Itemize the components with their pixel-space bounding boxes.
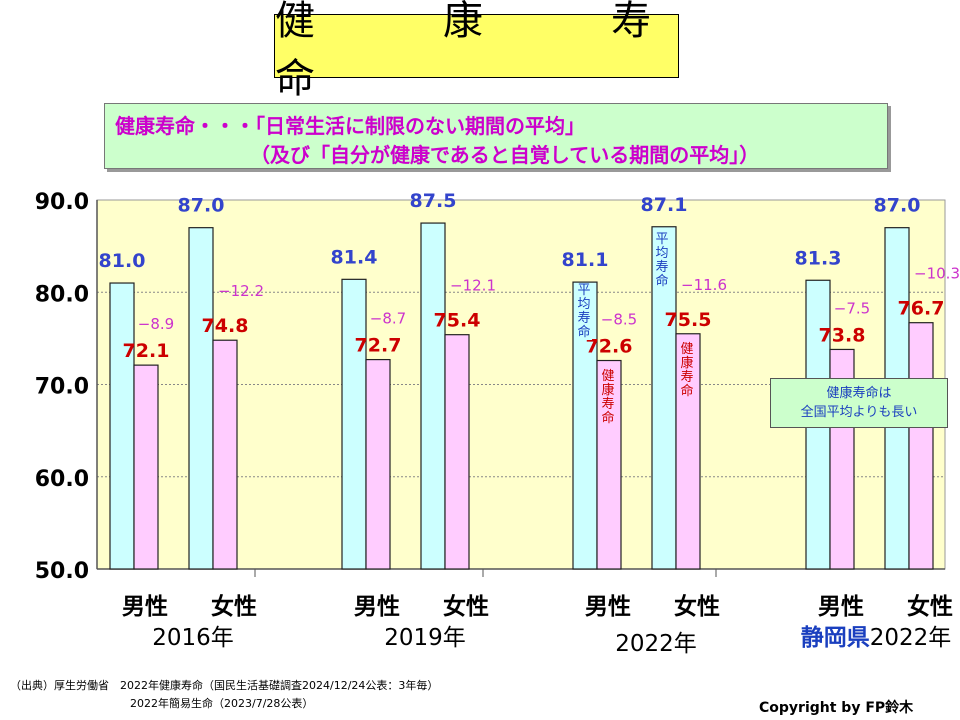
female-health-bar [908, 322, 934, 570]
note-line-2: 全国平均よりも長い [800, 405, 918, 420]
female-avg-value: 87.0 [874, 195, 921, 217]
female-diff-value: −10.3 [914, 265, 960, 283]
female-avg-value: 87.0 [178, 195, 225, 217]
y-tick-label: 60.0 [35, 467, 89, 492]
female-health-bar [212, 339, 238, 570]
y-tick-label: 90.0 [35, 190, 89, 215]
gender-label-female: 女性 [674, 593, 720, 620]
male-health-value: 72.6 [586, 336, 633, 358]
male-diff-value: −7.5 [834, 299, 870, 317]
chart-title-box: 健 康 寿 命 [274, 0, 735, 102]
male-health-bar [365, 358, 391, 570]
male-health-bar [133, 364, 159, 570]
copyright: Copyright by FP鈴木 [759, 700, 914, 716]
male-diff-value: −8.7 [370, 310, 406, 328]
male-avg-value: 81.0 [99, 250, 146, 272]
female-avg-value: 87.5 [410, 190, 457, 212]
female-health-bar [444, 334, 470, 570]
health-life-label-male: 健康寿命 [600, 369, 616, 426]
gender-label-male: 男性 [818, 594, 864, 620]
female-diff-value: −11.6 [681, 276, 727, 294]
y-tick-label: 50.0 [35, 559, 89, 584]
gender-label-male: 男性 [354, 594, 400, 620]
definition-line-1: 健康寿命・・・「日常生活に制限のない期間の平均」 [115, 114, 585, 138]
male-health-value: 73.8 [819, 324, 866, 346]
y-tick-label: 70.0 [35, 375, 89, 400]
note-box: 健康寿命は 全国平均よりも長い [770, 378, 948, 428]
note-line-1: 健康寿命は [826, 386, 892, 401]
year-label: 2016年 [152, 625, 234, 651]
female-avg-bar [188, 227, 214, 570]
female-diff-value: −12.1 [450, 277, 496, 295]
male-avg-value: 81.4 [331, 246, 378, 268]
gender-label-female: 女性 [443, 593, 489, 620]
male-health-value: 72.1 [123, 340, 170, 362]
male-avg-value: 81.1 [562, 249, 609, 271]
female-health-value: 74.8 [202, 315, 249, 337]
definition-line-2: （及び「自分が健康であると自覚している期間の平均」） [250, 143, 760, 167]
source-line-2: 2022年簡易生命（2023/7/28公表） [130, 697, 314, 710]
definition-box: 健康寿命・・・「日常生活に制限のない期間の平均」 （及び「自分が健康であると自覚… [104, 103, 888, 169]
year-label: 2022年 [615, 631, 697, 657]
female-diff-value: −12.2 [218, 282, 264, 300]
male-diff-value: −8.9 [138, 315, 174, 333]
gender-label-female: 女性 [211, 593, 257, 620]
female-avg-bar [420, 222, 446, 570]
source-line-1: （出典）厚生労働省 2022年健康寿命（国民生活基礎調査2024/12/24公表… [10, 679, 439, 692]
female-health-value: 76.7 [898, 298, 945, 320]
gender-label-female: 女性 [907, 593, 953, 620]
male-diff-value: −8.5 [601, 311, 637, 329]
avg-life-label-male: 平均寿命 [576, 283, 592, 340]
male-avg-bar [341, 278, 367, 570]
health-life-label-female: 健康寿命 [679, 342, 695, 399]
gender-label-male: 男性 [585, 594, 631, 620]
y-tick-label: 80.0 [35, 282, 89, 307]
gender-label-male: 男性 [122, 594, 168, 620]
female-avg-value: 87.1 [641, 194, 688, 216]
year-label: 静岡県2022年 [801, 624, 952, 651]
male-avg-bar [109, 282, 135, 570]
male-avg-value: 81.3 [795, 247, 842, 269]
avg-life-label-female: 平均寿命 [654, 232, 670, 289]
female-health-value: 75.5 [665, 309, 712, 331]
female-health-value: 75.4 [434, 310, 481, 332]
male-health-value: 72.7 [355, 335, 402, 357]
year-label: 2019年 [384, 625, 466, 651]
